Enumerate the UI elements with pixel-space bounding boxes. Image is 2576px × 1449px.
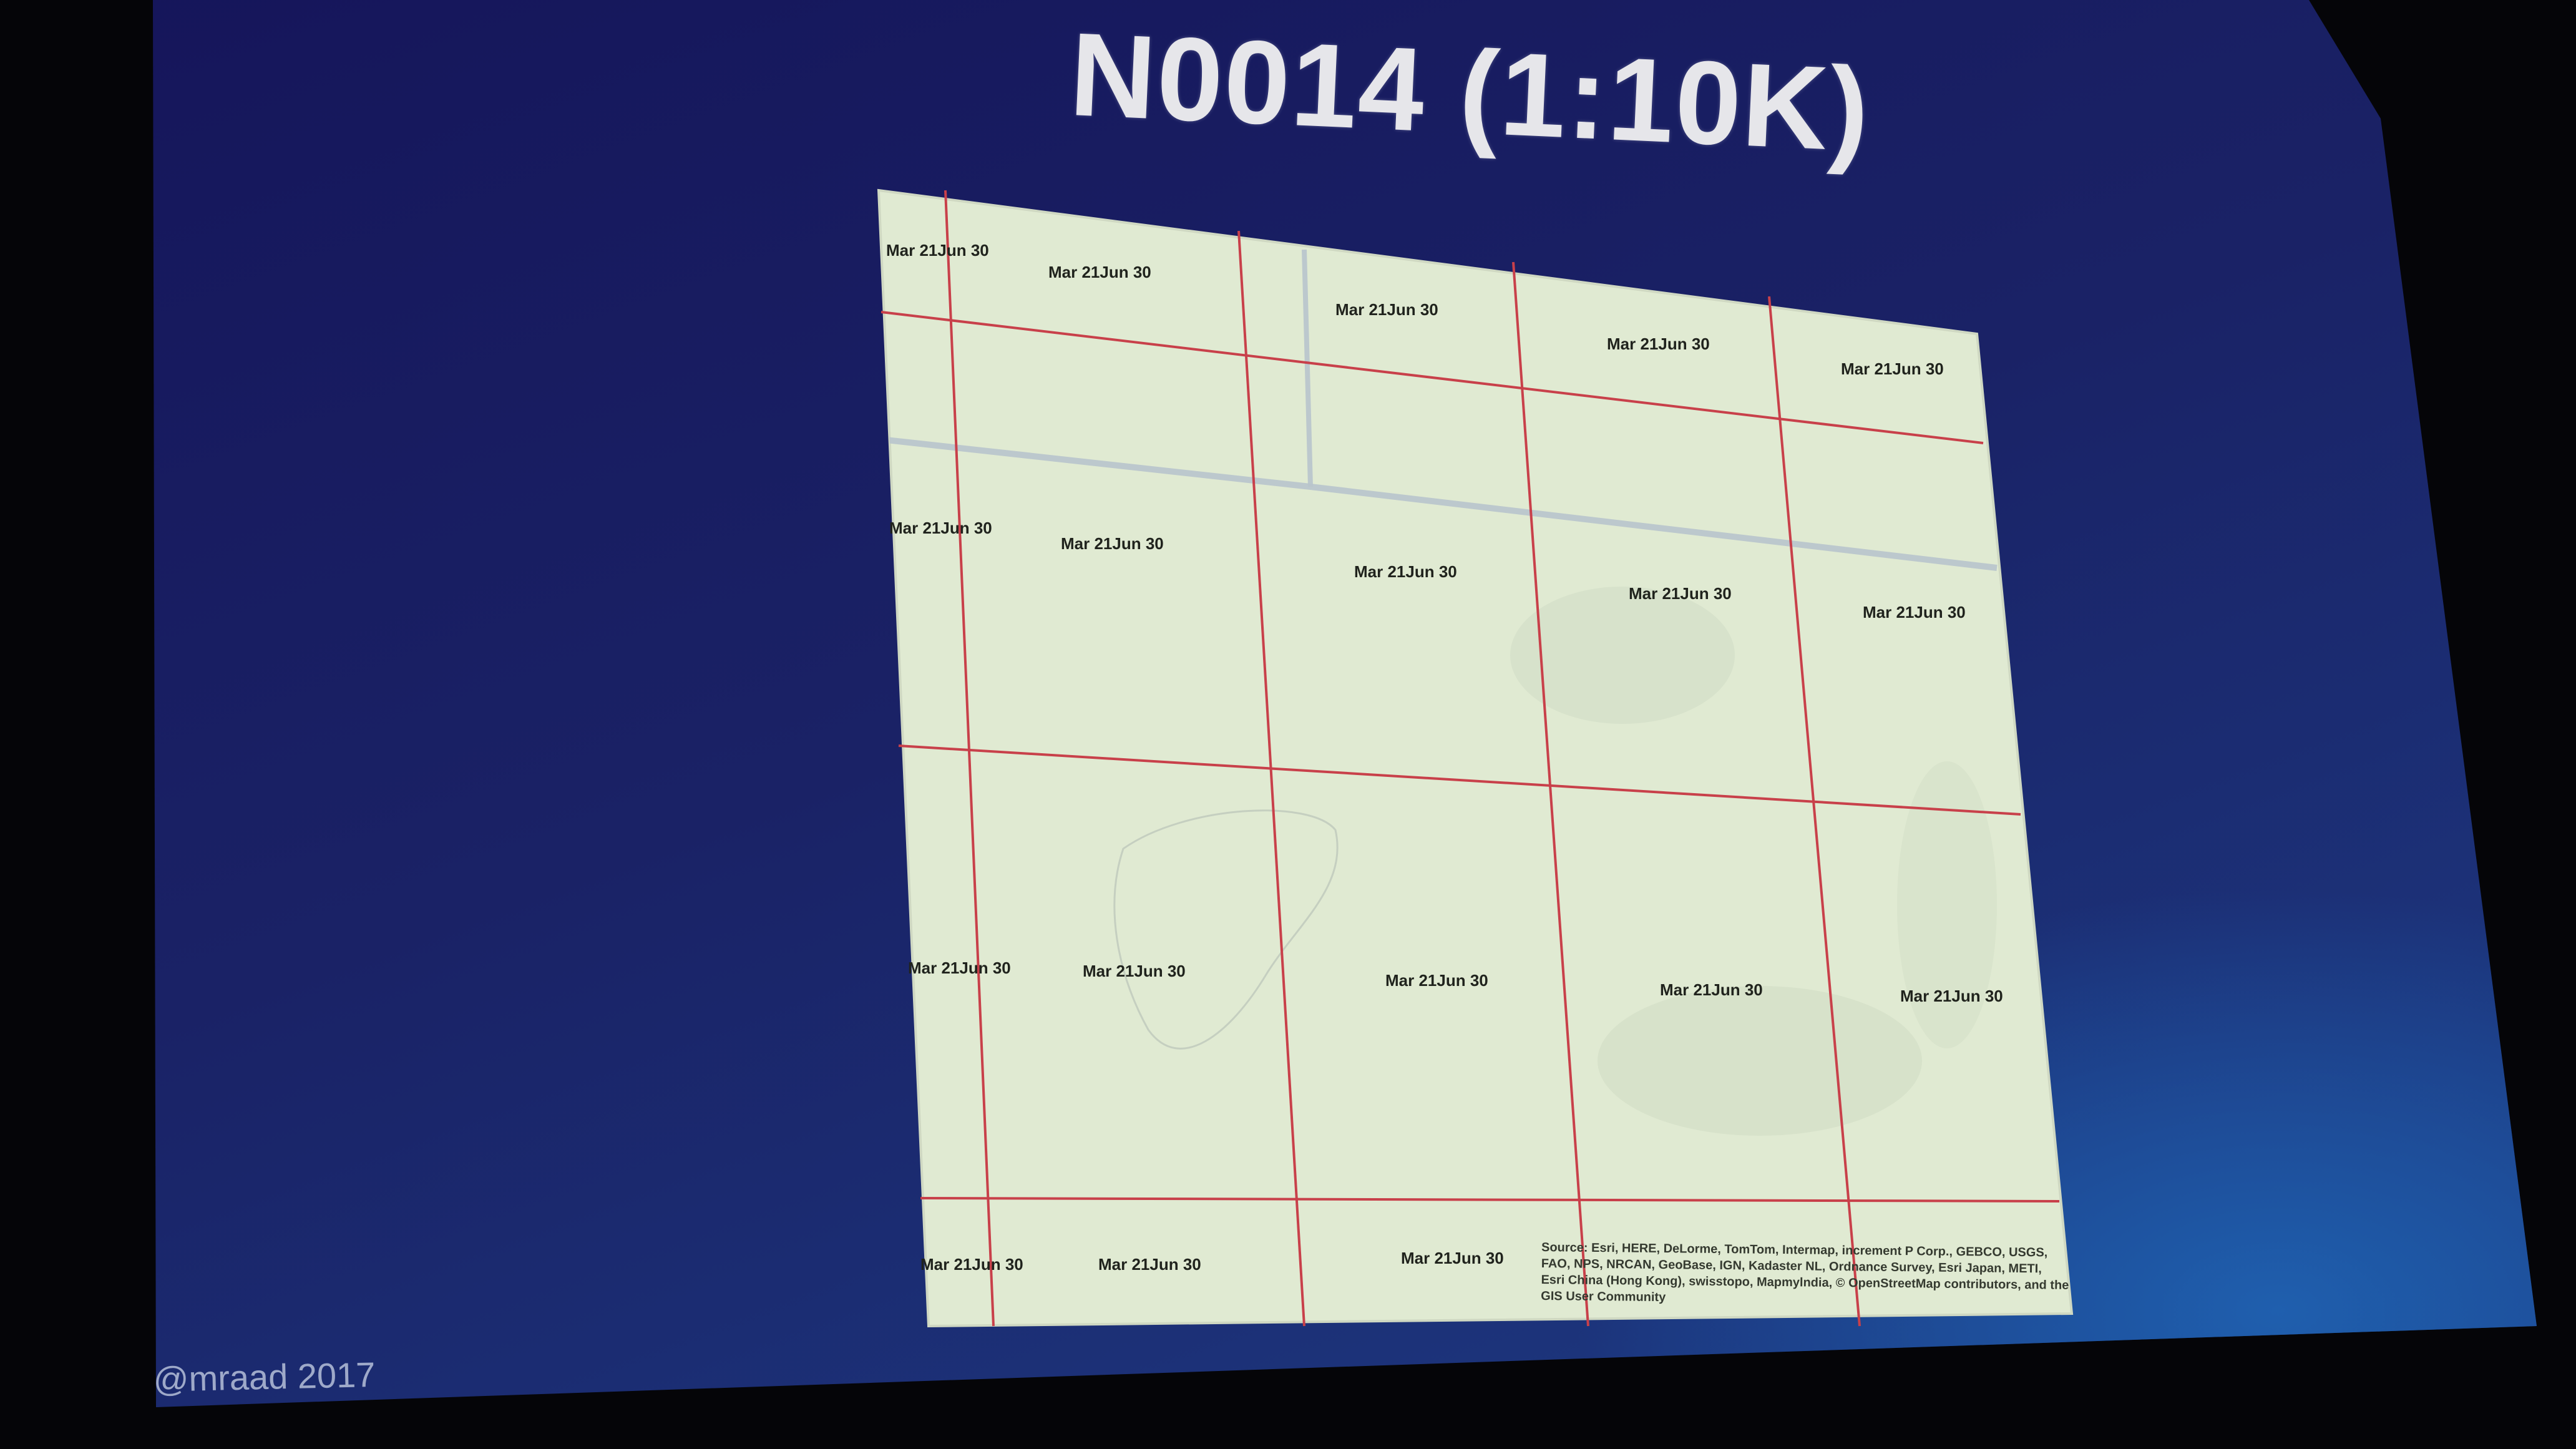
grid-cell-label: Mar 21Jun 30 bbox=[1061, 534, 1164, 553]
grid-cell-label: Mar 21Jun 30 bbox=[1863, 603, 1966, 622]
grid-cell-label: Mar 21Jun 30 bbox=[1660, 980, 1763, 999]
grid-cell-label: Mar 21Jun 30 bbox=[1900, 987, 2003, 1005]
grid-cell-label: Mar 21Jun 30 bbox=[1629, 584, 1732, 603]
grid-cell-label: Mar 21Jun 30 bbox=[1098, 1255, 1201, 1274]
grid-cell-label: Mar 21Jun 30 bbox=[1607, 334, 1710, 353]
grid-cell-label: Mar 21Jun 30 bbox=[1385, 971, 1488, 990]
grid-cell-label: Mar 21Jun 30 bbox=[886, 241, 989, 260]
road-line bbox=[1302, 249, 1313, 487]
grid-cell-label: Mar 21Jun 30 bbox=[908, 959, 1011, 977]
grid-cell-label: Mar 21Jun 30 bbox=[1083, 962, 1186, 980]
grid-cell-label: Mar 21Jun 30 bbox=[1354, 562, 1457, 581]
grid-lines bbox=[881, 190, 2060, 1327]
grid-cell-label: Mar 21Jun 30 bbox=[1048, 263, 1151, 281]
grid-cell-label: Mar 21Jun 30 bbox=[920, 1255, 1023, 1274]
grid-cell-label: Mar 21Jun 30 bbox=[1335, 300, 1438, 319]
attribution-line: GIS User Community bbox=[1541, 1289, 1666, 1304]
cell-labels: Mar 21Jun 30 Mar 21Jun 30 Mar 21Jun 30 Mar … bbox=[886, 241, 2003, 1274]
grid-cell-label: Mar 21Jun 30 bbox=[889, 519, 992, 537]
author-credit: @mraad 2017 bbox=[153, 1354, 376, 1399]
grid-cell-label: Mar 21Jun 30 bbox=[1401, 1249, 1504, 1267]
grid-cell-label: Mar 21Jun 30 bbox=[1841, 359, 1944, 378]
